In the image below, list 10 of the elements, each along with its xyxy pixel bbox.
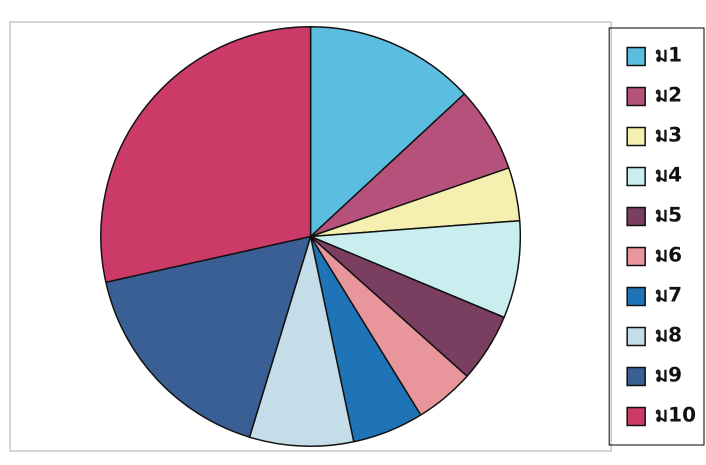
legend-label: ม1: [655, 42, 682, 67]
legend-label: ม9: [655, 362, 682, 387]
legend-label: ม8: [655, 322, 682, 347]
legend-label: ม3: [655, 122, 682, 147]
legend-label: ม5: [655, 202, 682, 227]
legend-label: ม10: [655, 402, 696, 427]
legend-label: ม2: [655, 82, 682, 107]
legend-label: ม7: [655, 282, 682, 307]
legend-label: ม6: [655, 242, 682, 267]
legend-label: ม4: [655, 162, 682, 187]
